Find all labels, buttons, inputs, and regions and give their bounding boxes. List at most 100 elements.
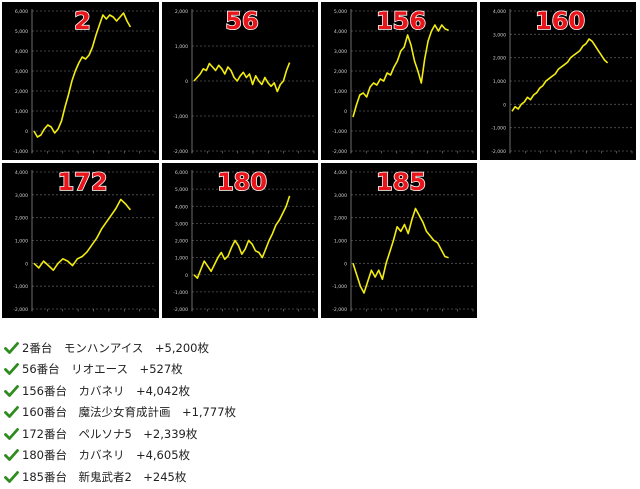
result-text: 180番台 カバネリ +4,605枚 [22, 448, 191, 463]
y-tick-label: 4,000 [15, 49, 28, 55]
slot-graph-svg: 2,000 1,000 0 -1,000 -2,000 56 [173, 6, 315, 155]
y-tick-label: 0 [344, 109, 347, 115]
y-tick-label: -2,000 [173, 307, 188, 313]
machine-number-label: 2 [74, 7, 91, 35]
y-tick-label: -1,000 [491, 126, 506, 132]
y-tick-label: 2,000 [175, 9, 188, 15]
slot-graph-svg: 4,000 3,000 2,000 1,000 0 -1,000 -2,000 160 [491, 6, 633, 155]
y-tick-label: 1,000 [334, 239, 347, 245]
data-series-line [352, 207, 449, 294]
y-tick-label: 1,000 [175, 256, 188, 262]
result-item: 2番台 モンハンアイス +5,200枚 [4, 337, 236, 359]
y-tick-label: 0 [185, 273, 188, 279]
y-tick-label: -1,000 [13, 149, 28, 155]
y-tick-label: -1,000 [173, 114, 188, 120]
slot-graph-panel: 5,000 4,000 3,000 2,000 1,000 0 -1,000 -2,000 15… [321, 2, 477, 160]
y-tick-label: 3,000 [334, 49, 347, 55]
slot-graph-panel: 4,000 3,000 2,000 1,000 0 -1,000 -2,000 172 [2, 163, 159, 318]
y-tick-label: 3,000 [493, 32, 506, 38]
result-item: 56番台 リオエース +527枚 [4, 359, 236, 381]
y-tick-label: 6,000 [175, 170, 188, 176]
y-tick-label: -1,000 [173, 290, 188, 296]
y-tick-label: -2,000 [13, 307, 28, 313]
y-tick-label: -2,000 [173, 149, 188, 155]
y-tick-label: 2,000 [15, 89, 28, 95]
y-tick-label: 2,000 [334, 69, 347, 75]
y-tick-label: 4,000 [493, 9, 506, 15]
result-text: 56番台 リオエース +527枚 [22, 362, 183, 377]
y-tick-label: -2,000 [491, 149, 506, 155]
y-tick-label: 3,000 [175, 221, 188, 227]
y-tick-label: 2,000 [334, 216, 347, 222]
checkmark-icon [4, 406, 19, 419]
machine-number-label: 180 [217, 168, 267, 196]
y-tick-label: 3,000 [334, 193, 347, 199]
slot-graph-svg: 6,000 5,000 4,000 3,000 2,000 1,000 0 -1,000 -2,… [173, 167, 315, 313]
y-tick-label: 3,000 [15, 69, 28, 75]
y-tick-label: 4,000 [334, 29, 347, 35]
y-tick-label: -1,000 [332, 129, 347, 135]
y-tick-label: 1,000 [493, 79, 506, 85]
slot-graph-svg: 4,000 3,000 2,000 1,000 0 -1,000 -2,000 172 [13, 167, 156, 313]
y-tick-label: 0 [25, 261, 28, 267]
y-tick-label: 0 [503, 102, 506, 108]
machine-number-label: 172 [57, 168, 107, 196]
y-tick-label: -2,000 [332, 307, 347, 313]
result-item: 156番台 カバネリ +4,042枚 [4, 380, 236, 402]
checkmark-icon [4, 363, 19, 376]
machine-number-label: 56 [225, 7, 258, 35]
y-tick-label: 1,000 [175, 44, 188, 50]
y-tick-label: 2,000 [15, 216, 28, 222]
y-tick-label: 2,000 [493, 56, 506, 62]
slot-graph-svg: 5,000 4,000 3,000 2,000 1,000 0 -1,000 -2,000 15… [332, 6, 474, 155]
result-text: 2番台 モンハンアイス +5,200枚 [22, 340, 209, 355]
checkmark-icon [4, 427, 19, 440]
result-item: 185番台 新鬼武者2 +245枚 [4, 466, 236, 488]
slot-graph-panel: 2,000 1,000 0 -1,000 -2,000 56 [162, 2, 318, 160]
data-series-line [33, 12, 132, 138]
data-series-line [511, 38, 609, 112]
y-tick-label: 5,000 [15, 29, 28, 35]
y-tick-label: 1,000 [15, 239, 28, 245]
y-tick-label: 5,000 [175, 187, 188, 193]
data-series-line [33, 198, 132, 271]
y-tick-label: 6,000 [15, 9, 28, 15]
y-tick-label: 1,000 [334, 89, 347, 95]
y-tick-label: 5,000 [334, 9, 347, 15]
checkmark-icon [4, 384, 19, 397]
result-text: 185番台 新鬼武者2 +245枚 [22, 469, 187, 484]
result-item: 172番台 ペルソナ5 +2,339枚 [4, 423, 236, 445]
machine-number-label: 156 [376, 7, 426, 35]
y-tick-label: 4,000 [334, 170, 347, 176]
result-item: 180番台 カバネリ +4,605枚 [4, 445, 236, 467]
y-tick-label: -2,000 [332, 149, 347, 155]
y-tick-label: 0 [344, 261, 347, 267]
result-text: 156番台 カバネリ +4,042枚 [22, 383, 191, 398]
data-series-line [193, 195, 291, 279]
data-series-line [352, 24, 449, 118]
y-tick-label: -1,000 [332, 284, 347, 290]
result-text: 172番台 ペルソナ5 +2,339枚 [22, 426, 198, 441]
y-tick-label: 4,000 [175, 204, 188, 210]
result-item: 160番台 魔法少女育成計画 +1,777枚 [4, 402, 236, 424]
slot-graph-panel: 6,000 5,000 4,000 3,000 2,000 1,000 0 -1,000 2 [2, 2, 159, 160]
machine-number-label: 160 [535, 7, 585, 35]
slot-graph-svg: 6,000 5,000 4,000 3,000 2,000 1,000 0 -1,000 2 [13, 6, 156, 155]
slot-graph-panel: 6,000 5,000 4,000 3,000 2,000 1,000 0 -1,000 -2,… [162, 163, 318, 318]
y-tick-label: 4,000 [15, 170, 28, 176]
checkmark-icon [4, 449, 19, 462]
slot-graph-svg: 4,000 3,000 2,000 1,000 0 -1,000 -2,000 185 [332, 167, 474, 313]
y-tick-label: -1,000 [13, 284, 28, 290]
checkmark-icon [4, 470, 19, 483]
y-tick-label: 3,000 [15, 193, 28, 199]
y-tick-label: 2,000 [175, 239, 188, 245]
machine-number-label: 185 [376, 168, 426, 196]
y-tick-label: 1,000 [15, 109, 28, 115]
result-text: 160番台 魔法少女育成計画 +1,777枚 [22, 405, 237, 420]
data-series-line [193, 62, 291, 93]
y-tick-label: 0 [185, 79, 188, 85]
checkmark-icon [4, 341, 19, 354]
slot-graph-panel: 4,000 3,000 2,000 1,000 0 -1,000 -2,000 185 [321, 163, 477, 318]
results-list: 2番台 モンハンアイス +5,200枚 56番台 リオエース +527枚 156… [4, 337, 236, 488]
y-tick-label: 0 [25, 129, 28, 135]
